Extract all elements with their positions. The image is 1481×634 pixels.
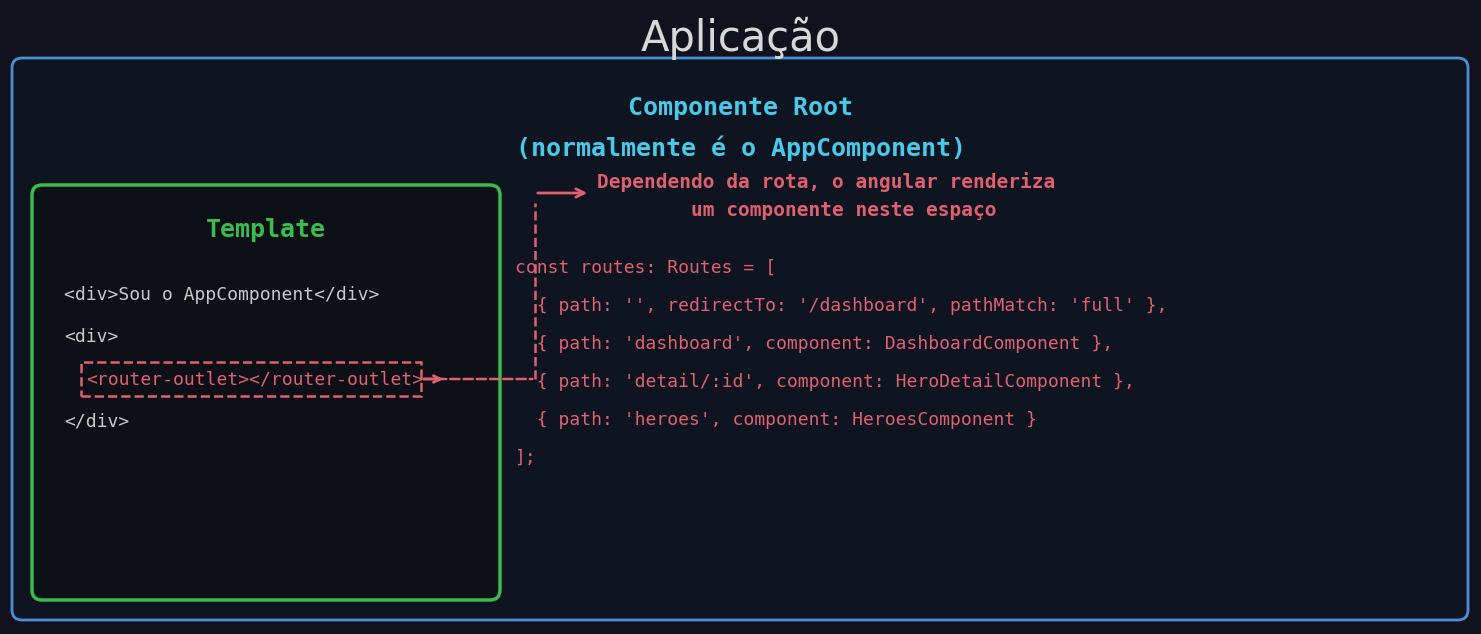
Text: { path: '', redirectTo: '/dashboard', pathMatch: 'full' },: { path: '', redirectTo: '/dashboard', pa… bbox=[515, 297, 1167, 315]
Text: <router-outlet></router-outlet>: <router-outlet></router-outlet> bbox=[86, 370, 424, 388]
Text: </div>: </div> bbox=[64, 412, 129, 430]
Text: ];: ]; bbox=[515, 449, 536, 467]
FancyBboxPatch shape bbox=[12, 58, 1468, 620]
Text: { path: 'dashboard', component: DashboardComponent },: { path: 'dashboard', component: Dashboar… bbox=[515, 335, 1114, 353]
Text: <div>: <div> bbox=[64, 328, 118, 346]
Text: { path: 'heroes', component: HeroesComponent }: { path: 'heroes', component: HeroesCompo… bbox=[515, 411, 1037, 429]
Text: Componente Root: Componente Root bbox=[628, 96, 853, 120]
Text: { path: 'detail/:id', component: HeroDetailComponent },: { path: 'detail/:id', component: HeroDet… bbox=[515, 373, 1134, 391]
Bar bbox=[81, 362, 421, 396]
Text: (normalmente é o AppComponent): (normalmente é o AppComponent) bbox=[515, 135, 966, 161]
Text: const routes: Routes = [: const routes: Routes = [ bbox=[515, 259, 776, 277]
Text: Template: Template bbox=[206, 218, 326, 242]
FancyBboxPatch shape bbox=[33, 185, 501, 600]
Text: um componente neste espaço: um componente neste espaço bbox=[597, 200, 997, 219]
Text: <div>Sou o AppComponent</div>: <div>Sou o AppComponent</div> bbox=[64, 286, 379, 304]
Text: Dependendo da rota, o angular renderiza: Dependendo da rota, o angular renderiza bbox=[597, 172, 1056, 192]
Text: Aplicação: Aplicação bbox=[640, 16, 841, 60]
